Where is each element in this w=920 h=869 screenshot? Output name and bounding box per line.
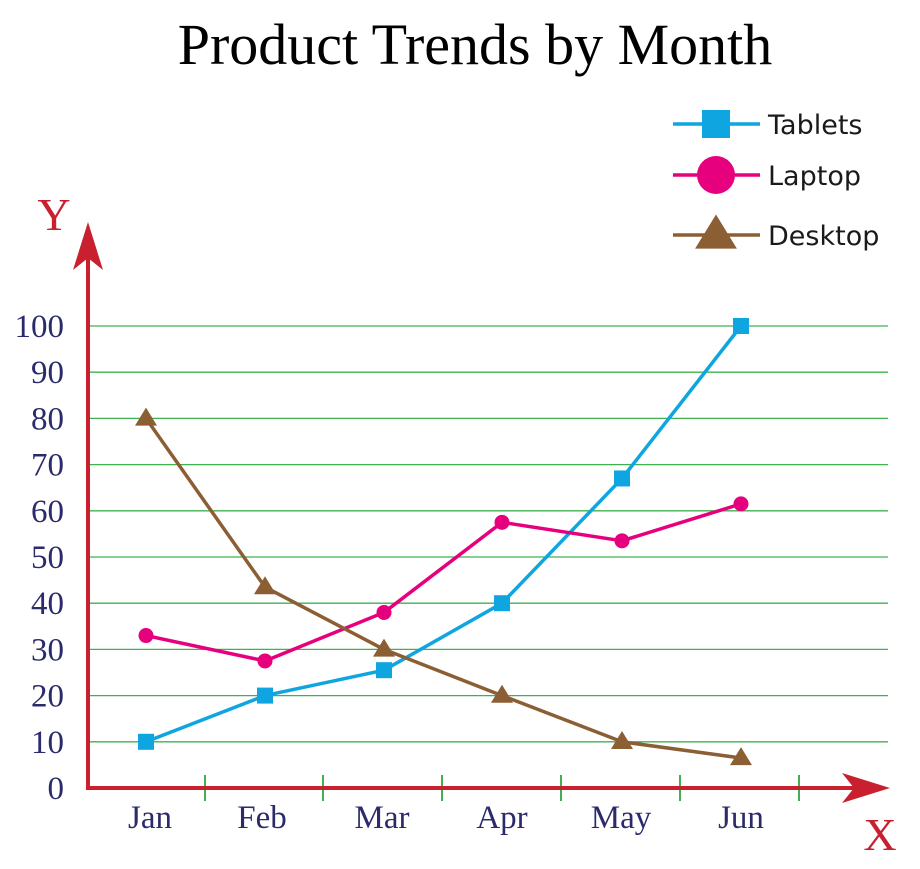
legend-marker-laptop — [697, 156, 735, 194]
gridlines — [88, 325, 888, 743]
point-tablets-jun — [733, 318, 749, 334]
series-line-laptop — [145, 502, 742, 663]
y-tick-label-10: 10 — [31, 725, 64, 761]
legend-label-laptop: Laptop — [768, 161, 861, 192]
x-axis-label: X — [863, 809, 896, 860]
x-axis-arrow — [842, 773, 890, 803]
x-tick-labels: Jan Feb Mar Apr May Jun — [128, 800, 764, 836]
y-tick-label-70: 70 — [31, 448, 64, 484]
x-tick-label-may: May — [591, 800, 652, 836]
point-tablets-feb — [257, 687, 273, 704]
series-group — [135, 318, 752, 766]
y-axis-label: Y — [37, 189, 70, 240]
point-tablets-jan — [138, 733, 154, 750]
point-laptop-may — [614, 533, 630, 549]
point-desktop-jun — [730, 747, 752, 766]
series-tablets — [138, 318, 749, 750]
y-tick-label-30: 30 — [31, 632, 64, 668]
legend-label-tablets: Tablets — [767, 110, 862, 141]
y-tick-label-20: 20 — [31, 679, 64, 715]
y-tick-label-80: 80 — [31, 401, 64, 437]
point-desktop-jan — [135, 407, 157, 426]
point-laptop-feb — [257, 653, 273, 669]
point-laptop-jan — [138, 628, 154, 644]
point-tablets-mar — [376, 662, 392, 679]
legend: Tablets Laptop Desktop — [673, 110, 879, 252]
x-tick-label-apr: Apr — [476, 800, 527, 836]
point-desktop-mar — [373, 638, 395, 657]
x-tick-label-mar: Mar — [355, 800, 410, 836]
point-desktop-may — [611, 731, 633, 749]
y-tick-label-50: 50 — [31, 540, 64, 576]
point-laptop-apr — [494, 514, 510, 530]
legend-item-laptop: Laptop — [673, 156, 861, 194]
legend-item-desktop: Desktop — [673, 214, 879, 252]
point-tablets-apr — [494, 595, 510, 612]
x-tick-label-feb: Feb — [237, 800, 287, 836]
point-desktop-apr — [491, 684, 513, 703]
point-desktop-feb — [254, 576, 276, 595]
legend-label-desktop: Desktop — [768, 221, 879, 252]
chart-title: Product Trends by Month — [178, 12, 773, 77]
series-laptop — [138, 496, 749, 669]
point-laptop-jun — [733, 496, 749, 512]
legend-marker-desktop — [695, 214, 737, 249]
point-tablets-may — [614, 470, 630, 487]
y-tick-label-90: 90 — [31, 355, 64, 391]
point-laptop-mar — [376, 604, 392, 620]
y-tick-label-40: 40 — [31, 586, 64, 622]
series-desktop — [135, 407, 752, 766]
y-tick-labels: 0 10 20 30 40 50 60 70 80 90 100 — [15, 309, 65, 807]
y-tick-label-60: 60 — [31, 494, 64, 530]
y-tick-label-100: 100 — [15, 309, 65, 345]
series-line-tablets — [145, 324, 743, 744]
x-tick-label-jun: Jun — [718, 800, 764, 836]
y-tick-label-0: 0 — [48, 771, 65, 807]
legend-item-tablets: Tablets — [673, 110, 862, 141]
x-tick-label-jan: Jan — [128, 800, 172, 836]
legend-marker-tablets — [702, 110, 730, 138]
y-axis-arrow — [73, 222, 103, 270]
axes — [73, 222, 890, 803]
series-line-desktop — [144, 417, 742, 760]
